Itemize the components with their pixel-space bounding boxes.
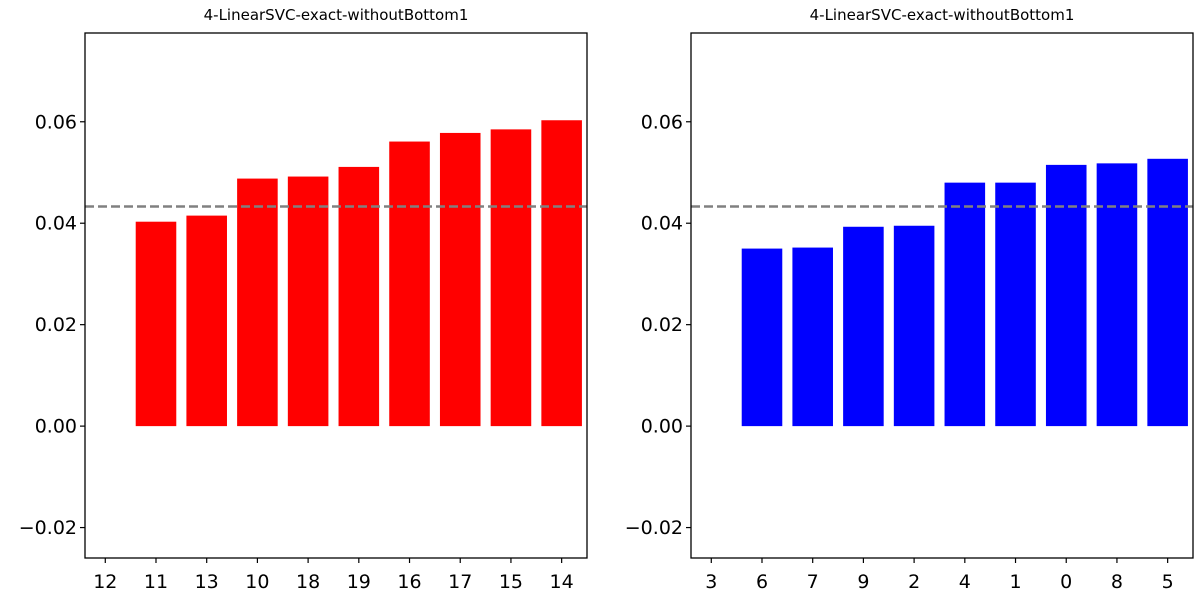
right-bar-5 [1147, 158, 1188, 427]
right-xtick-label: 3 [705, 571, 717, 593]
left-ytick-label: 0.02 [35, 314, 77, 336]
left-ytick-label: −0.02 [19, 517, 77, 539]
left-bar-14 [541, 120, 582, 427]
left-xtick-label: 13 [195, 571, 219, 593]
right-bar-6 [741, 248, 783, 427]
left-bar-18 [287, 176, 329, 427]
right-ytick-label: 0.00 [641, 416, 683, 438]
left-xtick-label: 18 [296, 571, 320, 593]
right-bar-9 [843, 226, 884, 427]
left-axes-frame [84, 32, 588, 559]
right-ytick-label: 0.02 [641, 314, 683, 336]
left-chart-panel: 4-LinearSVC-exact-withoutBottom1 −0.02 0.… [19, 6, 588, 593]
left-ytick-label: 0.06 [35, 111, 77, 133]
right-xtick-label: 8 [1111, 571, 1123, 593]
right-chart-panel: 4-LinearSVC-exact-withoutBottom1 −0.02 0.… [625, 6, 1194, 593]
right-bar-1 [995, 182, 1036, 427]
left-xtick-label: 12 [93, 571, 117, 593]
left-bar-10 [237, 178, 278, 427]
right-xtick-label: 9 [857, 571, 869, 593]
right-ytick-label: −0.02 [625, 517, 683, 539]
right-bar-0 [1045, 164, 1087, 427]
right-xtick-label: 6 [756, 571, 768, 593]
left-xtick-label: 19 [347, 571, 371, 593]
right-bar-4 [944, 182, 986, 427]
right-bar-7 [792, 247, 833, 427]
left-ytick-label: 0.00 [35, 416, 77, 438]
left-xtick-label: 14 [550, 571, 574, 593]
left-xtick-label: 11 [144, 571, 168, 593]
right-xtick-label: 2 [908, 571, 920, 593]
right-bar-2 [893, 225, 935, 427]
right-xtick-label: 4 [959, 571, 971, 593]
left-xtick-label: 16 [397, 571, 421, 593]
left-xtick-label: 17 [448, 571, 472, 593]
right-xtick-label: 0 [1060, 571, 1072, 593]
right-xtick-label: 1 [1009, 571, 1021, 593]
left-bar-13 [186, 215, 227, 427]
right-xtick-label: 7 [807, 571, 819, 593]
left-xtick-label: 15 [499, 571, 523, 593]
right-chart-title: 4-LinearSVC-exact-withoutBottom1 [810, 6, 1075, 24]
left-xtick-label: 10 [245, 571, 269, 593]
right-xtick-label: 5 [1162, 571, 1174, 593]
right-ytick-label: 0.06 [641, 111, 683, 133]
right-bar-8 [1096, 163, 1138, 427]
left-bar-16 [389, 141, 430, 427]
right-ytick-label: 0.04 [641, 213, 683, 235]
left-chart-title: 4-LinearSVC-exact-withoutBottom1 [204, 6, 469, 24]
left-ytick-label: 0.04 [35, 213, 77, 235]
right-axes-frame [690, 32, 1194, 559]
left-bar-11 [135, 221, 177, 427]
left-bar-15 [490, 129, 532, 427]
left-bar-19 [338, 166, 380, 427]
left-bar-17 [439, 132, 481, 427]
